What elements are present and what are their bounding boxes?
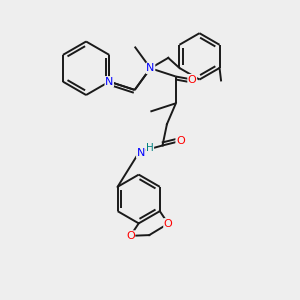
Text: O: O [188,74,197,85]
Text: N: N [136,148,145,158]
Text: O: O [176,136,185,146]
Text: N: N [146,63,154,73]
Text: O: O [164,219,172,229]
Text: N: N [146,63,154,73]
Text: O: O [126,231,135,241]
Text: H: H [146,143,154,154]
Text: N: N [105,76,113,87]
